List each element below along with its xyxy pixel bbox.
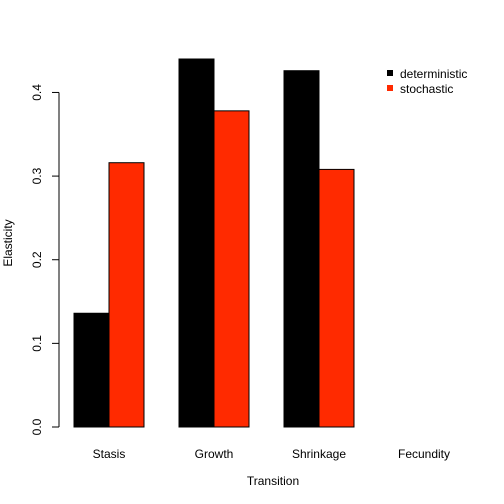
x-tick-labels: Stasis Growth Shrinkage Fecundity [93, 447, 450, 461]
bar-deterministic-growth [178, 58, 215, 428]
bar-stochastic-shrinkage [318, 168, 355, 428]
bar-deterministic-shrinkage [283, 70, 320, 428]
bars [73, 58, 355, 428]
x-tick-label-growth: Growth [195, 447, 234, 461]
legend-swatch-stochastic [387, 85, 393, 91]
bar-deterministic-stasis [73, 312, 110, 428]
x-tick-label-fecundity: Fecundity [398, 447, 450, 461]
y-tick-label: 0.3 [30, 167, 44, 184]
y-axis: 0.0 0.1 0.2 0.3 0.4 [30, 84, 60, 435]
legend: deterministic stochastic [387, 67, 467, 96]
x-axis-title: Transition [247, 474, 299, 488]
y-tick-label: 0.2 [30, 251, 44, 268]
y-tick-label: 0.4 [30, 84, 44, 101]
x-tick-label-shrinkage: Shrinkage [292, 447, 346, 461]
legend-label-deterministic: deterministic [400, 67, 467, 81]
x-tick-label-stasis: Stasis [93, 447, 126, 461]
y-tick-label: 0.0 [30, 418, 44, 435]
bar-stochastic-stasis [108, 162, 145, 428]
y-axis-title: Elasticity [1, 219, 15, 266]
legend-label-stochastic: stochastic [400, 82, 453, 96]
bar-stochastic-growth [213, 110, 250, 428]
legend-swatch-deterministic [387, 70, 393, 76]
y-tick-label: 0.1 [30, 335, 44, 352]
